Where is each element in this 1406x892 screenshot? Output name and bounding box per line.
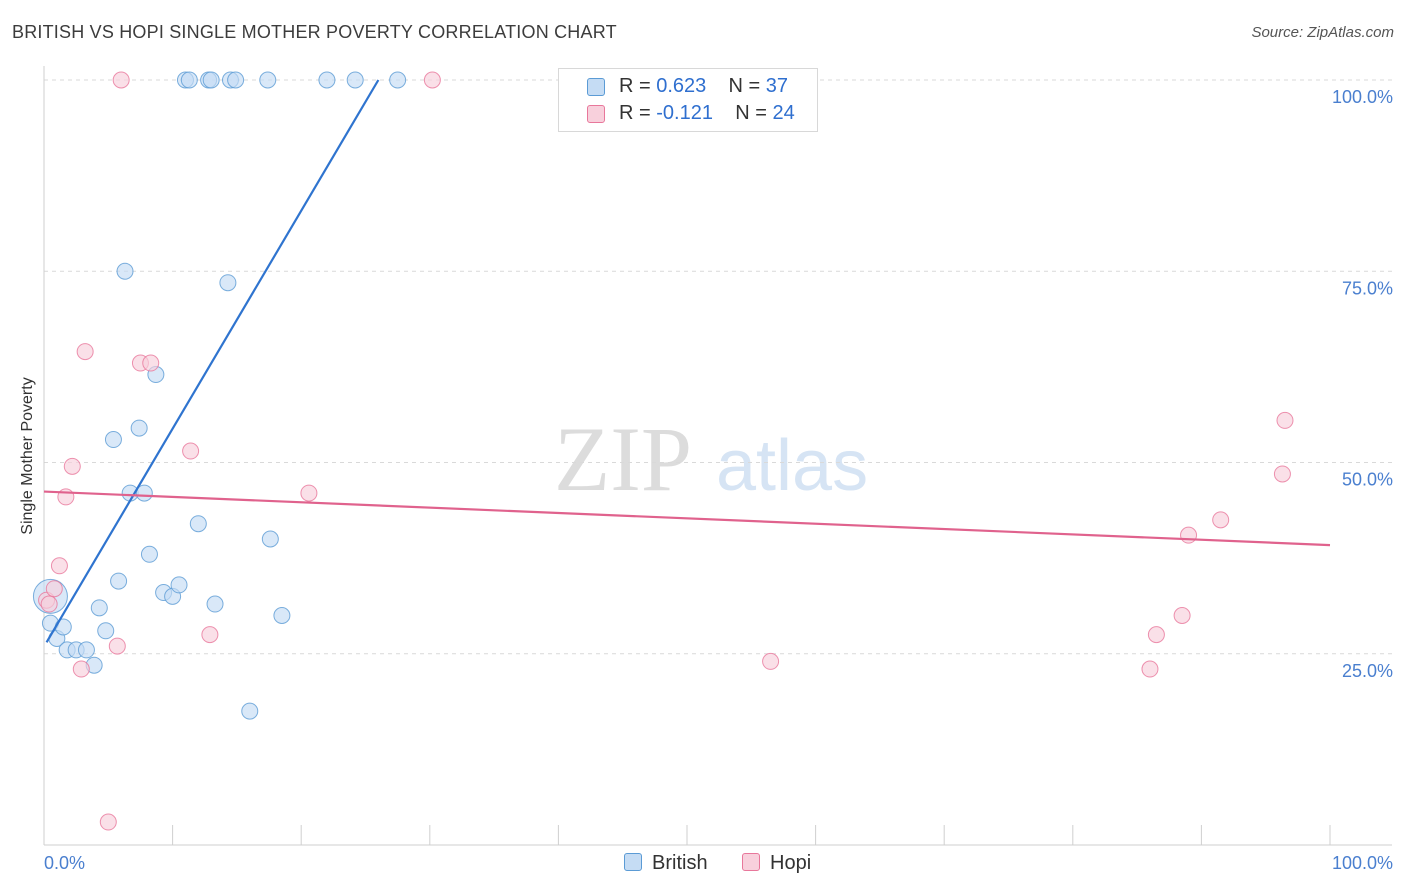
british-n-value: 37 xyxy=(765,75,789,97)
bottom-legend-british: British xyxy=(624,852,708,875)
hopi-point xyxy=(72,660,90,678)
hopi-point xyxy=(1276,411,1294,429)
hopi-n-value: 24 xyxy=(772,102,795,124)
british-r-label: R = xyxy=(619,75,657,97)
x-tick-label-min: 0.0% xyxy=(44,853,85,873)
hopi-point xyxy=(1212,511,1230,529)
gridlines xyxy=(44,79,1392,655)
british-point xyxy=(227,71,245,89)
british-point xyxy=(219,274,237,292)
chart-title: BRITISH VS HOPI SINGLE MOTHER POVERTY CO… xyxy=(12,22,617,42)
british-point xyxy=(180,71,198,89)
y-tick-label-100: 100.0% xyxy=(1332,87,1393,107)
british-point xyxy=(318,71,336,89)
hopi-r-value: -0.121 xyxy=(656,102,713,124)
axes xyxy=(43,66,1392,846)
british-point xyxy=(130,419,148,437)
watermark-zip: ZIP xyxy=(554,408,692,510)
hopi-point xyxy=(63,457,81,475)
british-trend-line xyxy=(45,79,380,643)
british-r-value: 0.623 xyxy=(656,75,707,97)
british-point xyxy=(110,572,128,590)
british-point xyxy=(259,71,277,89)
source-label: Source: ZipAtlas.com xyxy=(1251,24,1394,41)
bottom-legend-hopi: Hopi xyxy=(742,852,811,875)
hopi-r-label: R = xyxy=(619,102,657,124)
hopi-legend-label: Hopi xyxy=(770,852,812,874)
watermark-atlas: atlas xyxy=(716,426,868,506)
hopi-point xyxy=(182,442,200,460)
british-point xyxy=(97,622,115,640)
x-tick-label-max: 100.0% xyxy=(1332,853,1393,873)
british-point xyxy=(389,71,407,89)
british-point xyxy=(202,71,220,89)
hopi-point xyxy=(300,484,318,502)
hopi-legend-swatch xyxy=(742,853,760,871)
british-point xyxy=(104,431,122,449)
hopi-point xyxy=(1141,660,1159,678)
british-point xyxy=(170,576,188,594)
hopi-point xyxy=(50,557,68,575)
hopi-point xyxy=(1173,607,1191,624)
british-legend-label: British xyxy=(652,852,708,874)
british-point xyxy=(346,71,364,89)
hopi-swatch xyxy=(587,105,605,123)
british-point xyxy=(261,530,279,548)
hopi-point xyxy=(1273,465,1291,483)
hopi-point xyxy=(1147,626,1165,644)
hopi-point xyxy=(99,813,117,831)
hopi-point xyxy=(762,652,780,670)
british-point xyxy=(116,262,134,280)
y-tick-label-25: 25.0% xyxy=(1342,661,1393,681)
tick-labels: 0.0% 100.0% 25.0% 50.0% 75.0% 100.0% xyxy=(44,87,1393,873)
hopi-point xyxy=(45,580,63,598)
hopi-point xyxy=(142,354,160,372)
british-point xyxy=(77,641,95,659)
british-swatch xyxy=(587,78,605,96)
hopi-point xyxy=(423,71,441,89)
british-point xyxy=(273,607,291,624)
hopi-point xyxy=(112,71,130,89)
hopi-n-label: N = xyxy=(735,102,773,124)
british-point xyxy=(189,515,207,533)
trend-lines xyxy=(43,79,1331,643)
watermark: ZIP atlas xyxy=(554,408,868,510)
y-tick-label-75: 75.0% xyxy=(1342,278,1393,298)
british-point xyxy=(140,545,158,563)
british-point xyxy=(241,702,259,720)
y-tick-label-50: 50.0% xyxy=(1342,470,1393,490)
hopi-point xyxy=(1180,526,1198,544)
hopi-point xyxy=(201,626,219,644)
british-point xyxy=(206,595,224,613)
hopi-point xyxy=(108,637,126,655)
hopi-point xyxy=(76,343,94,361)
correlation-legend: R = 0.623 N = 37 R = -0.121 N = 24 xyxy=(558,68,818,132)
british-point xyxy=(90,599,108,617)
hopi-point xyxy=(40,595,58,613)
british-point xyxy=(135,484,153,502)
british-legend-swatch xyxy=(624,853,642,871)
data-points xyxy=(32,71,1294,831)
british-n-label: N = xyxy=(728,75,766,97)
hopi-trend-line xyxy=(43,490,1331,547)
